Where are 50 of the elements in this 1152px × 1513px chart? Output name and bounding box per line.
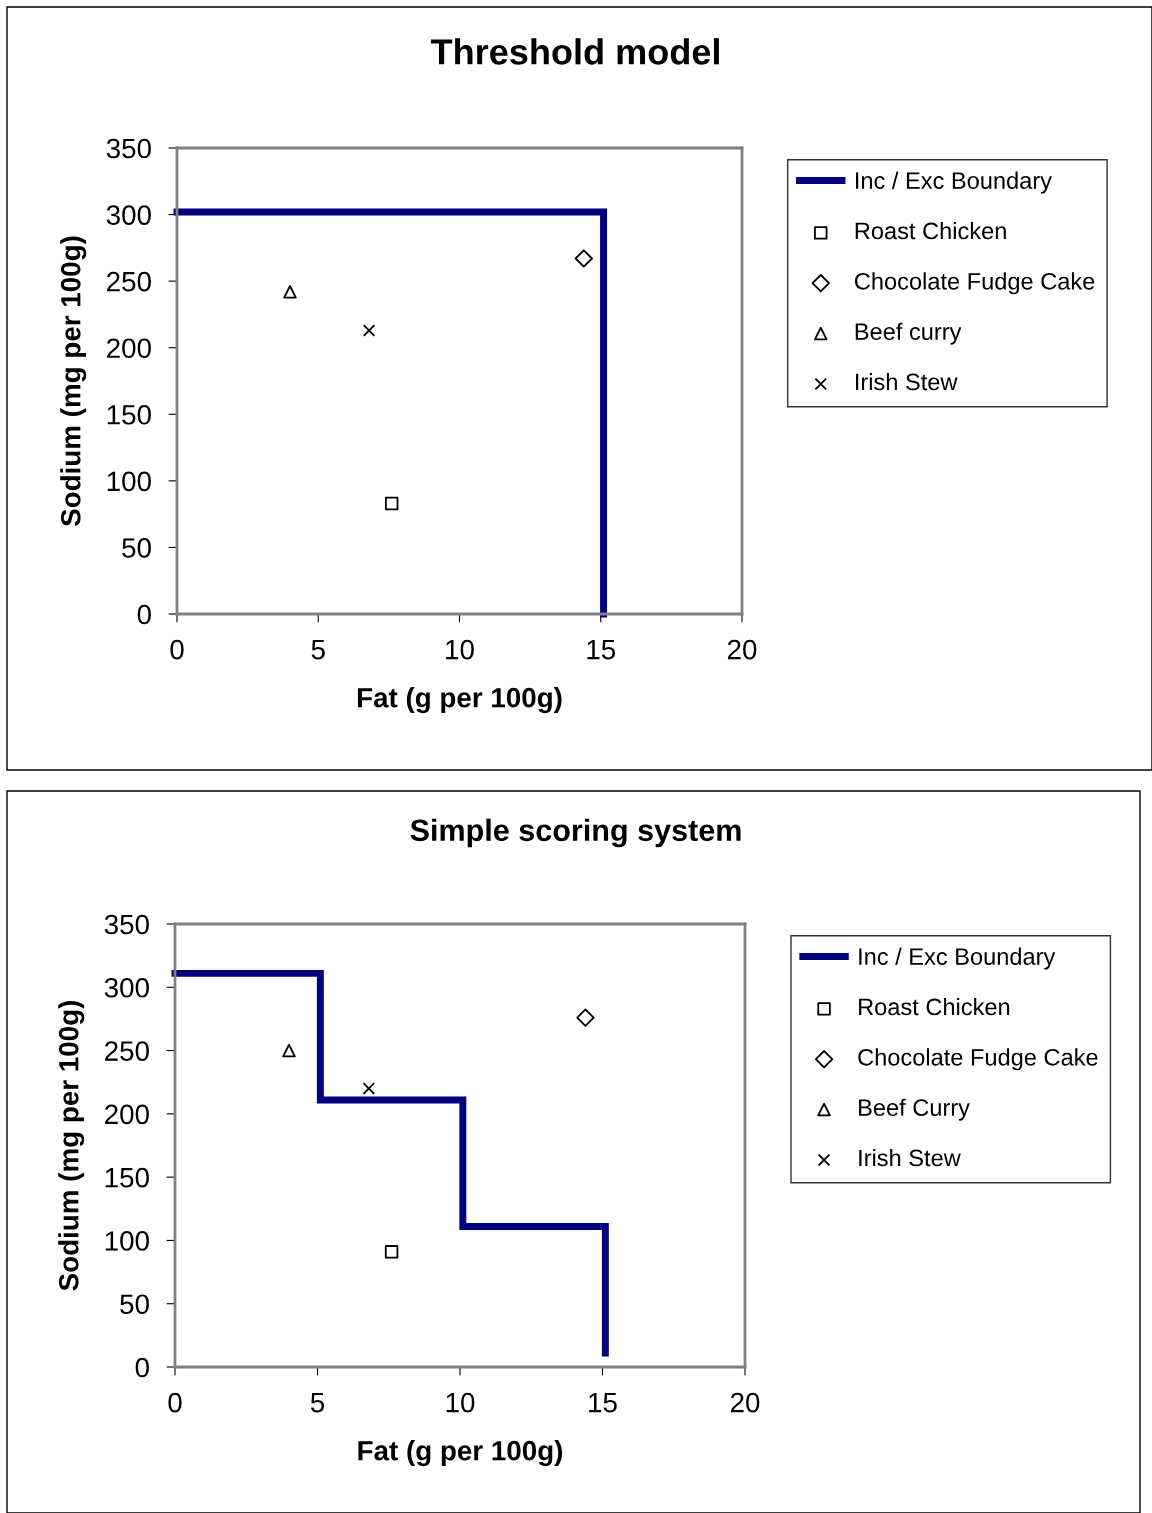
x-tick-label: 5 [310, 1393, 325, 1413]
legend-label: Roast Chicken [859, 997, 1010, 1016]
y-tick-label: 0 [137, 604, 151, 625]
x-tick-label: 20 [730, 1392, 760, 1413]
y-axis-title: Sodium (mg per 100g) [58, 1001, 85, 1291]
y-tick-label: 300 [104, 977, 149, 998]
y-tick-label: 50 [120, 1294, 149, 1315]
y-tick-label: 100 [107, 471, 151, 492]
x-tick-label: 10 [446, 1392, 475, 1413]
legend-label: Inc / Exc Boundary [856, 171, 1052, 194]
chart-title: Simple scoring system [410, 818, 741, 848]
point [362, 324, 376, 337]
y-tick-label: 50 [122, 538, 151, 558]
x-axis-title: Fat (g per 100g) [357, 687, 562, 714]
chart-title: Threshold model [430, 38, 719, 65]
y-tick-label: 350 [104, 914, 149, 935]
y-tick-label: 150 [107, 404, 151, 425]
y-tick-label: 250 [105, 1041, 149, 1061]
legend-label: Chocolate Fudge Cake [855, 272, 1095, 295]
x-tick-label: 0 [168, 1392, 182, 1413]
legend-label: Chocolate Fudge Cake [858, 1048, 1098, 1071]
x-tick-label: 15 [589, 1393, 617, 1413]
x-axis-title: Fat (g per 100g) [358, 1440, 563, 1467]
point [362, 1082, 376, 1095]
y-tick-label: 250 [107, 271, 151, 292]
legend-label: Inc / Exc Boundary [859, 947, 1056, 970]
legend-label: Beef Curry [859, 1098, 970, 1121]
legend-label: Beef curry [855, 322, 962, 345]
y-tick-label: 350 [106, 138, 151, 159]
x-tick-label: 20 [727, 639, 757, 660]
y-tick-label: 300 [106, 205, 151, 225]
x-tick-label: 15 [587, 640, 616, 660]
point [384, 496, 399, 511]
point [576, 1008, 595, 1027]
y-tick-label: 200 [105, 1104, 149, 1125]
legend-label: Roast Chicken [855, 221, 1006, 240]
point [574, 249, 593, 268]
y-tick-label: 100 [105, 1231, 149, 1251]
x-tick-label: 5 [311, 640, 325, 660]
y-tick-label: 0 [135, 1357, 149, 1378]
y-tick-label: 200 [107, 338, 151, 359]
legend-label: Irish Stew [856, 372, 958, 391]
x-tick-label: 0 [170, 639, 184, 660]
x-tick-label: 10 [446, 639, 474, 660]
legend-label: Irish Stew [859, 1148, 961, 1167]
y-axis-title: Sodium (mg per 100g) [60, 236, 87, 527]
point [384, 1245, 399, 1259]
point [283, 285, 297, 299]
y-tick-label: 150 [105, 1167, 149, 1188]
point [282, 1043, 296, 1058]
